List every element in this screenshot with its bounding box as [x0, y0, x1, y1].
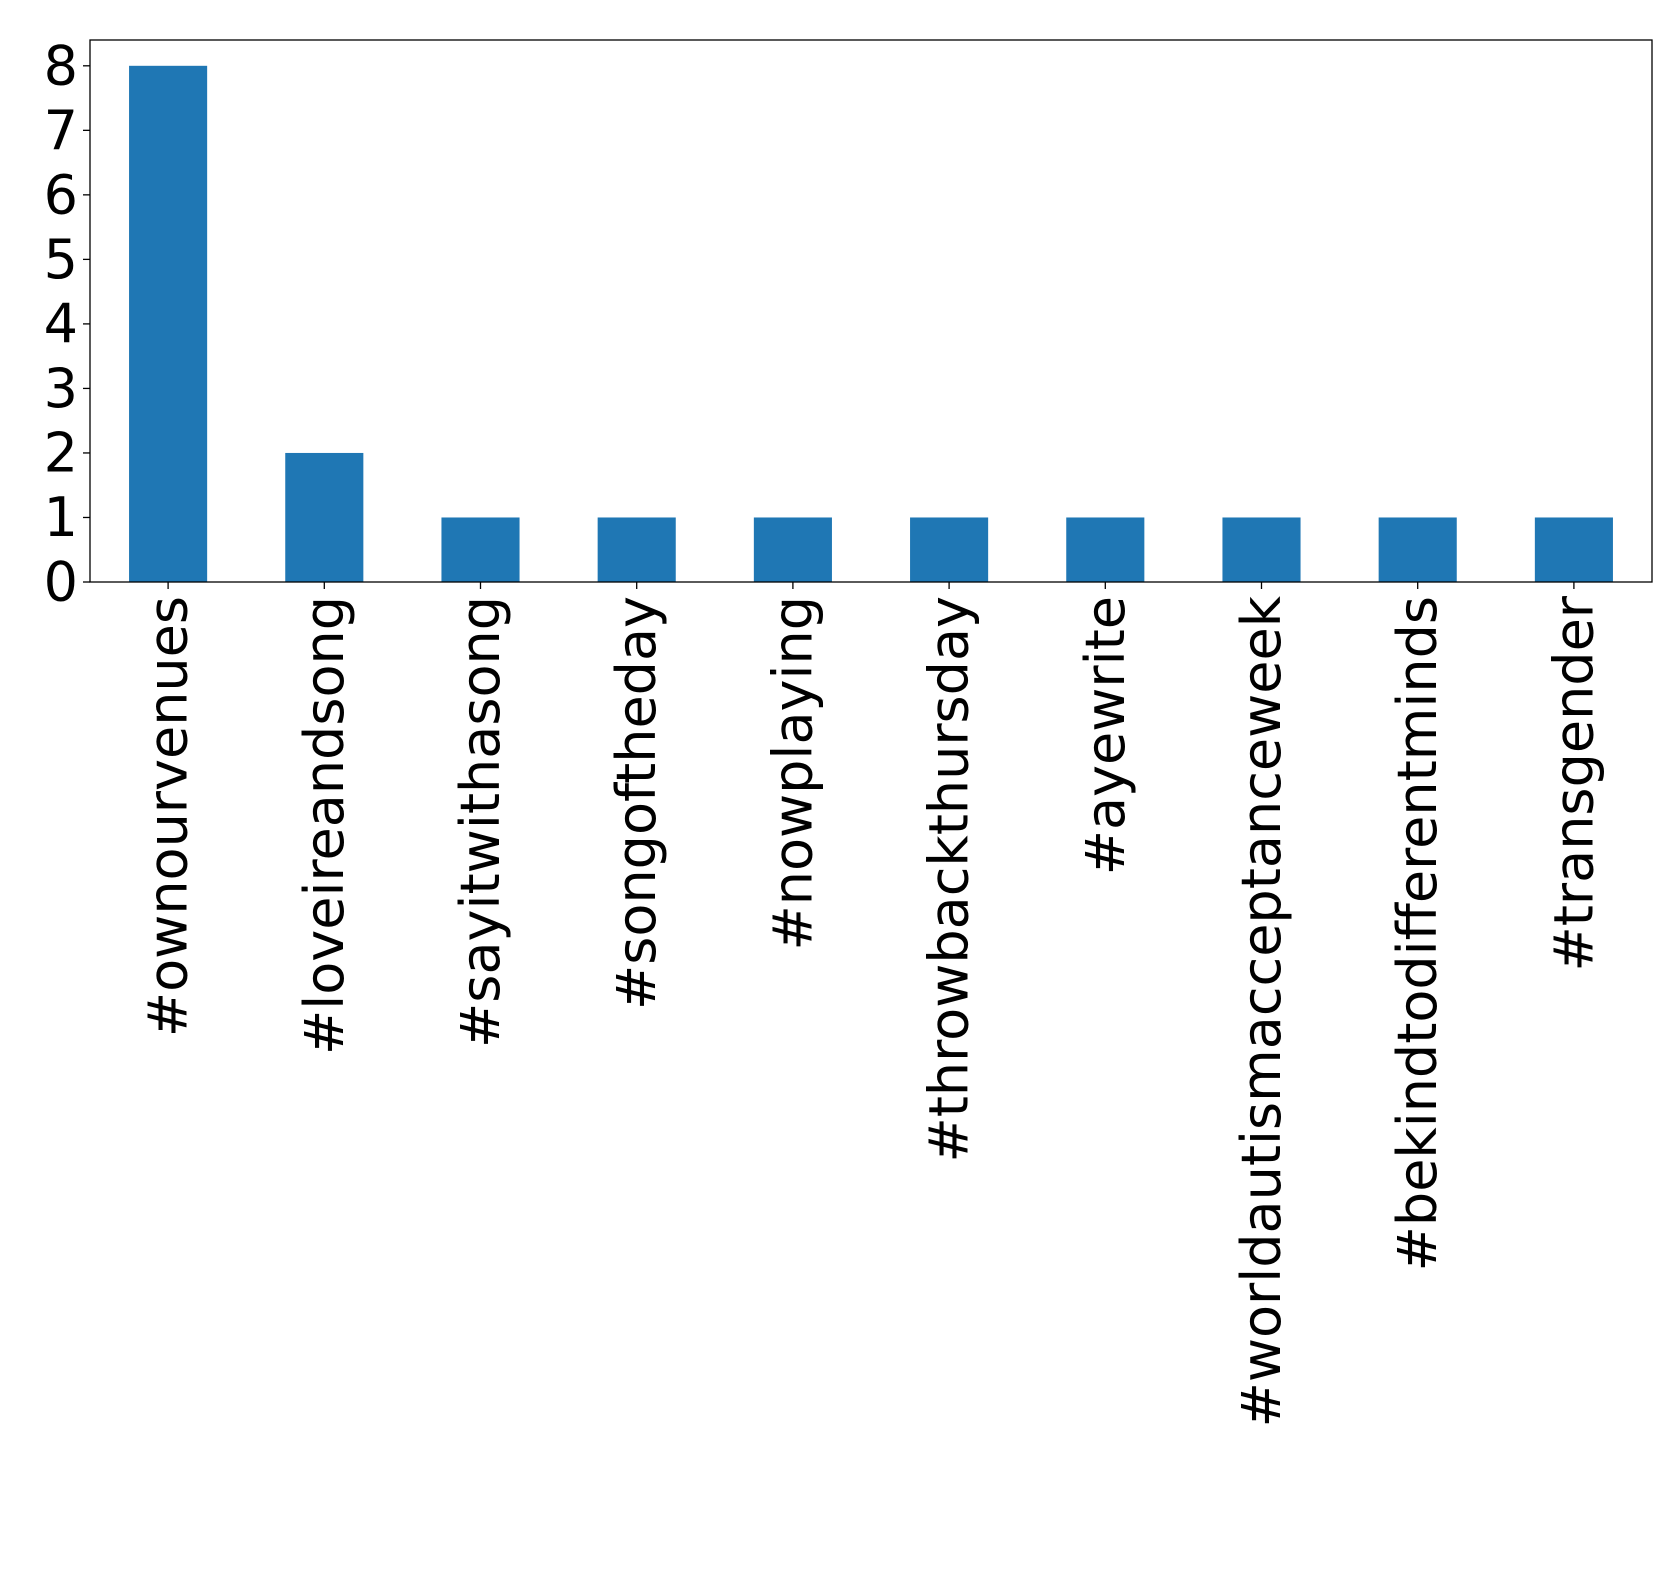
- x-tick-label: #bekindtodifferentminds: [1386, 596, 1449, 1271]
- bar-transgender: [1534, 517, 1613, 582]
- x-tick-label: #songoftheday: [605, 596, 668, 1010]
- bars-group: [129, 65, 1613, 583]
- y-tick-label: 0: [44, 551, 78, 614]
- bar-songoftheday: [597, 517, 676, 582]
- y-tick-label: 1: [44, 486, 78, 549]
- bar-worldautismacceptanceweek: [1222, 517, 1301, 582]
- y-tick-label: 6: [44, 163, 78, 226]
- x-tick-label: #sayitwithasong: [449, 596, 512, 1048]
- bar-nowplaying: [753, 517, 832, 582]
- x-tick-label: #worldautismacceptanceweek: [1230, 595, 1293, 1427]
- bar-loveireandsong: [285, 452, 364, 582]
- x-tick-label: #nowplaying: [761, 596, 824, 951]
- y-tick-label: 8: [44, 34, 78, 97]
- y-tick-label: 5: [44, 228, 78, 291]
- plot-frame: [89, 39, 1653, 583]
- bar-throwbackthursday: [910, 517, 989, 582]
- x-axis: #ownourvenues #loveireandsong #sayitwithas…: [137, 582, 1605, 1427]
- y-tick-label: 2: [44, 421, 78, 484]
- y-tick-label: 7: [44, 99, 78, 162]
- x-tick-label: #transgender: [1542, 595, 1605, 971]
- x-tick-label: #ayewrite: [1074, 596, 1137, 875]
- x-tick-label: #ownourvenues: [137, 596, 200, 1037]
- x-tick-label: #loveireandsong: [293, 596, 356, 1055]
- y-tick-label: 4: [44, 292, 78, 355]
- y-tick-label: 3: [44, 357, 78, 420]
- bar-sayitwithasong: [441, 517, 520, 582]
- bar-ownourvenues: [129, 65, 208, 583]
- bar-ayewrite: [1066, 517, 1145, 582]
- bar-bekindtodifferentminds: [1378, 517, 1457, 582]
- x-tick-label: #throwbackthursday: [918, 596, 981, 1162]
